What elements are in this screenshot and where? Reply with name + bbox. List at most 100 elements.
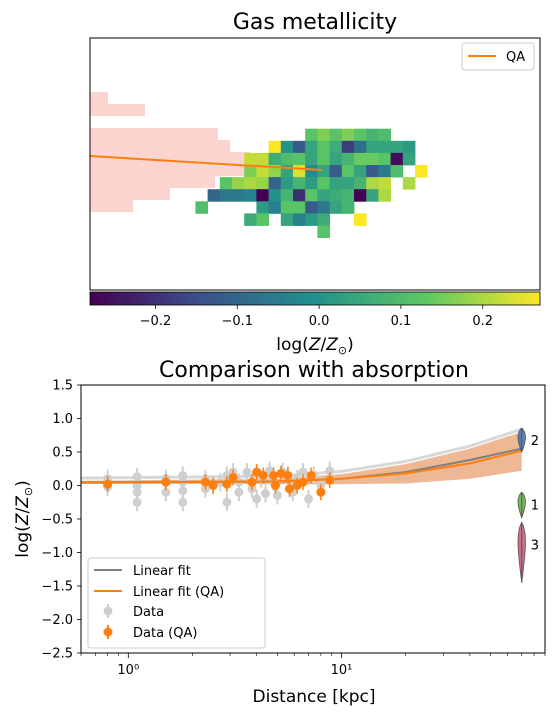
heatmap-cell: [402, 152, 416, 166]
data-qa-point: [325, 475, 335, 485]
heatmap-cell: [341, 140, 355, 154]
heatmap-cell: [280, 213, 294, 226]
chart2-ylabel: log(Z/Z⊙): [13, 480, 35, 557]
data-qa-point: [161, 477, 171, 487]
heatmap-cell: [305, 128, 318, 142]
heatmap-cell: [366, 128, 379, 142]
data-point: [272, 491, 282, 501]
heatmap-cell: [268, 152, 282, 166]
heatmap-plot-area: [90, 92, 428, 238]
heatmap-cell: [366, 177, 379, 190]
data-qa-point: [222, 479, 232, 489]
heatmap-cell: [305, 213, 318, 226]
legend-linear-fit-qa: Linear fit (QA): [133, 585, 224, 600]
y-tick-label: −1.0: [41, 546, 73, 561]
heatmap-cell: [268, 201, 282, 214]
heatmap-cell: [366, 140, 379, 154]
data-qa-point: [283, 470, 293, 480]
heatmap-cell: [378, 152, 391, 166]
heatmap-cell: [280, 140, 294, 154]
chart1-legend: QA: [461, 42, 535, 71]
heatmap-cell: [366, 189, 379, 202]
heatmap-cell: [329, 128, 343, 142]
heatmap-cell: [256, 165, 269, 178]
colorbar-label: log(Z/Z⊙): [276, 335, 353, 357]
heatmap-cell: [256, 189, 269, 202]
data-point: [325, 466, 335, 476]
pink-histogram-bar: [90, 140, 230, 152]
linear-fit-qa-line: [81, 449, 522, 484]
data-point: [304, 494, 314, 504]
pink-histogram-bar: [90, 104, 145, 116]
colorbar-tick-label: −0.2: [140, 314, 172, 329]
chart2-xlabel: Distance [kpc]: [253, 687, 376, 707]
absorption-label: 1: [531, 498, 539, 513]
data-qa-point: [252, 467, 262, 477]
heatmap-cell: [280, 177, 294, 190]
fit-band-edge: [81, 427, 523, 480]
x-tick-label: 10¹: [331, 663, 353, 678]
heatmap-cell: [378, 165, 391, 178]
heatmap-cell: [293, 177, 306, 190]
heatmap-cell: [293, 140, 306, 154]
heatmap-cell: [256, 201, 269, 214]
data-point: [178, 486, 188, 496]
heatmap-cell: [390, 165, 404, 178]
data-point: [222, 497, 232, 507]
heatmap-cell: [341, 177, 355, 190]
data-point: [234, 487, 244, 497]
data-qa-point: [103, 479, 113, 489]
heatmap-cell: [317, 152, 330, 166]
heatmap-cell: [390, 152, 404, 166]
data-point: [261, 489, 271, 499]
heatmap-cell: [402, 177, 416, 190]
chart1-title: Gas metallicity: [233, 10, 397, 35]
heatmap-cell: [329, 201, 343, 214]
qa-line: [90, 155, 323, 171]
heatmap-cell: [293, 152, 306, 166]
y-tick-label: −1.5: [41, 580, 73, 595]
heatmap-cell: [244, 213, 257, 226]
colorbar-ticks: −0.2 −0.1 0.0 0.1 0.2: [140, 305, 493, 329]
data-point: [242, 467, 252, 477]
heatmap-cell: [317, 189, 330, 202]
heatmap-cell: [317, 165, 330, 178]
data-qa-point: [200, 477, 210, 487]
colorbar: [89, 291, 541, 306]
heatmap-cell: [378, 189, 391, 202]
heatmap-cell: [317, 201, 330, 214]
absorption-label: 2: [531, 434, 539, 449]
pink-histogram-bar: [90, 128, 218, 140]
heatmap-cell: [366, 165, 379, 178]
data-qa-point: [247, 477, 257, 487]
heatmap-cell: [219, 177, 233, 190]
data-point: [132, 497, 142, 507]
heatmap-cell: [378, 140, 391, 154]
y-tick-label: −2.5: [41, 647, 73, 662]
heatmap-cell: [341, 152, 355, 166]
heatmap-cell: [390, 140, 404, 154]
pink-histogram-bar: [90, 188, 170, 200]
heatmap-cell: [354, 165, 367, 178]
heatmap-cell: [341, 189, 355, 202]
chart2-legend: Linear fit Linear fit (QA) Data Data (QA…: [87, 557, 266, 649]
absorption-label: 3: [531, 538, 539, 553]
heatmap-cell: [244, 177, 257, 190]
pink-histogram-bar: [90, 164, 255, 176]
heatmap-cell: [329, 177, 343, 190]
heatmap-cell: [329, 152, 343, 166]
heatmap-cell: [341, 165, 355, 178]
data-qa-point: [298, 477, 308, 487]
heatmap-cell: [354, 177, 367, 190]
data-qa-point: [258, 470, 268, 480]
heatmap-cell: [317, 213, 330, 226]
heatmap-cell: [280, 189, 294, 202]
heatmap-cell: [354, 189, 367, 202]
heatmap-cell: [317, 140, 330, 154]
pink-histogram-bar: [90, 200, 133, 212]
scatter-plot-area: [81, 427, 523, 512]
y-tick-label: 0.0: [52, 479, 73, 494]
heatmap-cell: [268, 177, 282, 190]
heatmap-cell: [329, 140, 343, 154]
